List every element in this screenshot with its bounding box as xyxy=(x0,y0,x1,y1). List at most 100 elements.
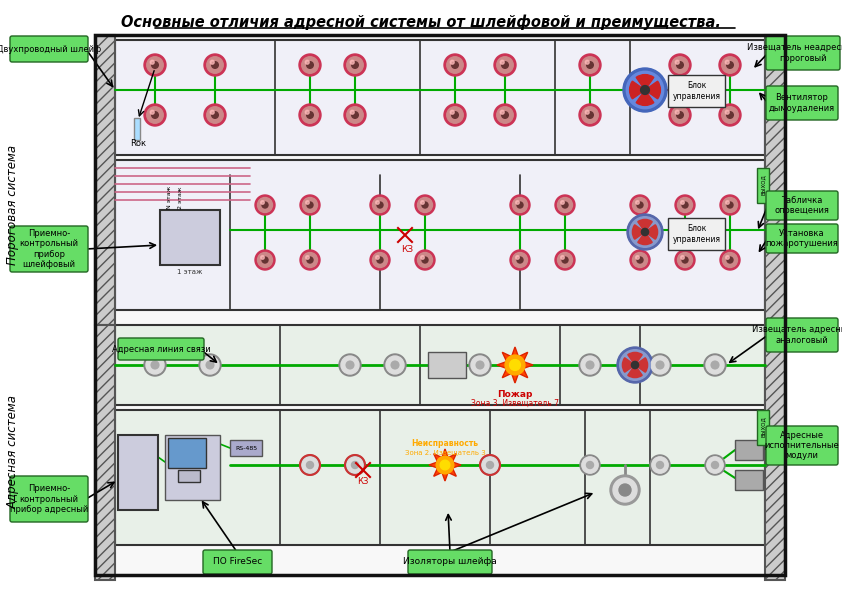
Text: Пороговая система: Пороговая система xyxy=(6,145,19,265)
Circle shape xyxy=(450,110,454,114)
Circle shape xyxy=(587,462,594,468)
Bar xyxy=(95,325,115,580)
Circle shape xyxy=(650,455,670,475)
Bar xyxy=(668,75,725,107)
Circle shape xyxy=(469,354,491,376)
Circle shape xyxy=(372,198,387,212)
Text: Табличка
оповещения: Табличка оповещения xyxy=(775,196,829,215)
Circle shape xyxy=(471,356,489,374)
Circle shape xyxy=(722,252,738,268)
Text: Основные отличия адресной системы от шлейфовой и преимущества.: Основные отличия адресной системы от шле… xyxy=(121,14,721,30)
Bar xyxy=(118,435,158,510)
Circle shape xyxy=(144,354,166,376)
Circle shape xyxy=(300,455,320,475)
Circle shape xyxy=(675,60,679,64)
Circle shape xyxy=(680,256,685,259)
Circle shape xyxy=(711,462,718,468)
Text: Неисправность: Неисправность xyxy=(412,439,478,448)
Polygon shape xyxy=(497,347,533,383)
Circle shape xyxy=(562,257,568,263)
Circle shape xyxy=(509,359,520,371)
Circle shape xyxy=(641,86,649,95)
Circle shape xyxy=(262,257,268,263)
Circle shape xyxy=(347,457,363,473)
Text: Блок
управления: Блок управления xyxy=(673,82,721,101)
Circle shape xyxy=(727,202,733,208)
Circle shape xyxy=(210,110,214,114)
Circle shape xyxy=(415,195,435,215)
Circle shape xyxy=(725,110,729,114)
Circle shape xyxy=(386,356,404,374)
Bar xyxy=(95,35,115,325)
Circle shape xyxy=(632,252,647,268)
Circle shape xyxy=(677,112,684,118)
Circle shape xyxy=(301,107,318,123)
Bar xyxy=(668,218,725,250)
Circle shape xyxy=(307,202,313,208)
Text: ВЫХОД: ВЫХОД xyxy=(760,174,765,195)
Circle shape xyxy=(672,57,688,73)
Bar xyxy=(230,440,262,456)
Circle shape xyxy=(497,107,514,123)
Circle shape xyxy=(494,54,516,76)
Circle shape xyxy=(144,104,166,126)
Circle shape xyxy=(497,57,514,73)
Bar xyxy=(735,440,763,460)
Circle shape xyxy=(720,250,740,270)
Bar xyxy=(115,410,765,545)
Circle shape xyxy=(722,198,738,212)
Circle shape xyxy=(146,356,164,374)
Wedge shape xyxy=(637,220,653,232)
Circle shape xyxy=(451,112,458,118)
Circle shape xyxy=(726,256,729,259)
Bar xyxy=(168,438,206,468)
Circle shape xyxy=(147,57,163,73)
Text: Изоляторы шлейфа: Изоляторы шлейфа xyxy=(403,558,497,566)
Circle shape xyxy=(500,60,504,64)
Text: КЗ: КЗ xyxy=(357,477,369,486)
Circle shape xyxy=(255,250,275,270)
Circle shape xyxy=(630,250,650,270)
Circle shape xyxy=(630,195,650,215)
Circle shape xyxy=(675,110,679,114)
Circle shape xyxy=(706,457,723,473)
Circle shape xyxy=(152,361,159,369)
Text: Вентилятор
дымоудаления: Вентилятор дымоудаления xyxy=(769,93,835,112)
Circle shape xyxy=(415,250,435,270)
Circle shape xyxy=(447,107,463,123)
Circle shape xyxy=(617,347,653,383)
Circle shape xyxy=(515,201,520,204)
Circle shape xyxy=(421,256,424,259)
Circle shape xyxy=(579,354,601,376)
Circle shape xyxy=(211,112,218,118)
Text: Адресные
исполнительные
модули: Адресные исполнительные модули xyxy=(765,431,839,461)
Circle shape xyxy=(727,112,733,118)
Circle shape xyxy=(261,256,264,259)
Circle shape xyxy=(719,54,741,76)
Text: Зона 2. Извещатель 3: Зона 2. Извещатель 3 xyxy=(405,449,485,455)
Circle shape xyxy=(669,104,691,126)
Circle shape xyxy=(505,355,525,375)
Circle shape xyxy=(620,350,650,380)
FancyBboxPatch shape xyxy=(118,338,204,360)
Circle shape xyxy=(642,228,648,236)
Circle shape xyxy=(376,256,379,259)
Circle shape xyxy=(150,110,154,114)
Circle shape xyxy=(580,455,600,475)
Circle shape xyxy=(557,198,573,212)
Bar xyxy=(115,160,765,310)
Circle shape xyxy=(306,201,309,204)
Circle shape xyxy=(152,112,158,118)
Circle shape xyxy=(204,54,226,76)
FancyBboxPatch shape xyxy=(766,36,840,70)
Circle shape xyxy=(682,257,688,263)
Text: КЗ: КЗ xyxy=(401,246,413,255)
Circle shape xyxy=(720,195,740,215)
Wedge shape xyxy=(645,81,660,99)
Circle shape xyxy=(579,54,601,76)
FancyBboxPatch shape xyxy=(766,86,838,120)
Circle shape xyxy=(147,107,163,123)
Circle shape xyxy=(727,62,733,68)
Circle shape xyxy=(610,475,640,505)
Circle shape xyxy=(682,202,688,208)
